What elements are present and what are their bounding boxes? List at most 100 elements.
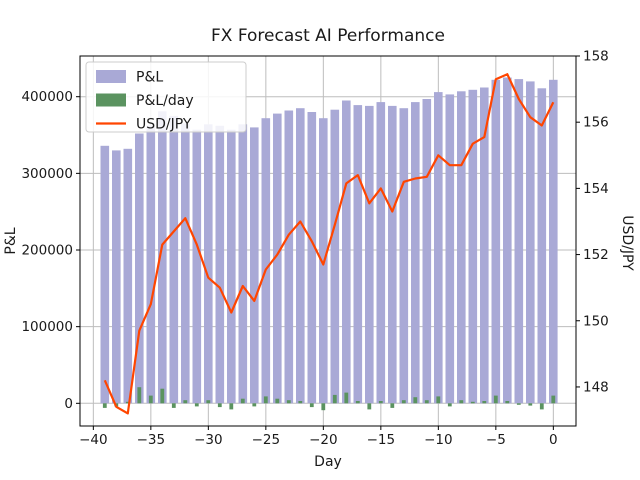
pnl-day-bar	[240, 398, 245, 404]
pnl-bar	[480, 87, 489, 404]
pnl-day-bar	[160, 388, 165, 404]
pnl-day-bar	[401, 400, 406, 404]
pnl-day-bar	[516, 403, 521, 405]
pnl-bar	[330, 109, 340, 404]
pnl-bar	[491, 79, 501, 404]
pnl-day-bar	[539, 403, 544, 410]
pnl-day-bar	[217, 403, 222, 408]
pnl-bar	[514, 79, 524, 404]
pnl-bar	[123, 148, 133, 404]
pnl-day-bar	[332, 394, 337, 404]
pnl-bar	[503, 77, 512, 404]
y-axis-label-left: P&L	[3, 227, 19, 254]
pnl-bar	[526, 81, 535, 404]
pnl-bar	[388, 105, 397, 404]
pnl-bar	[307, 112, 317, 404]
pnl-bar	[537, 88, 547, 404]
pnl-bar	[169, 115, 179, 404]
pnl-bar	[135, 133, 144, 404]
left-tick-label: 100000	[21, 319, 73, 335]
legend-label-pnl: P&L	[136, 70, 163, 86]
right-tick-label: 152	[583, 247, 609, 263]
pnl-bar	[376, 102, 386, 404]
pnl-day-bar	[482, 401, 487, 404]
x-tick-label: −35	[137, 432, 166, 448]
pnl-bar	[434, 92, 443, 404]
pnl-day-bar	[436, 396, 441, 404]
pnl-day-bar	[125, 401, 130, 404]
left-tick-label: 400000	[21, 89, 73, 105]
pnl-day-bar	[493, 395, 498, 404]
pnl-day-bar	[367, 403, 372, 410]
pnl-day-bar	[390, 403, 395, 408]
pnl-day-bar	[298, 401, 303, 404]
x-tick-label: −20	[309, 432, 338, 448]
left-tick-label: 300000	[21, 166, 73, 182]
legend: P&L P&L/day USD/JPY	[85, 61, 247, 133]
right-tick-label: 148	[583, 379, 609, 395]
pnl-day-bar	[355, 401, 360, 404]
left-tick-label: 200000	[21, 243, 73, 259]
pnl-bar	[100, 145, 110, 404]
pnl-day-bar	[171, 403, 176, 408]
pnl-bar	[457, 91, 466, 404]
pnl-bar	[181, 123, 190, 404]
x-tick-label: −30	[194, 432, 223, 448]
x-tick-label: −40	[79, 432, 108, 448]
pnl-day-bar	[505, 401, 510, 404]
right-tick-label: 158	[583, 49, 609, 65]
pnl-day-bar	[447, 403, 452, 407]
pnl-day-bar	[321, 403, 326, 411]
x-tick-label: −5	[486, 432, 506, 448]
pnl-bar	[204, 124, 213, 404]
pnl-bar	[112, 150, 121, 404]
pnl-day-bar	[263, 396, 268, 404]
pnl-day-bar	[344, 392, 349, 404]
pnl-bar	[215, 125, 225, 404]
pnl-day-bar	[424, 400, 429, 404]
pnl-day-bar	[309, 403, 314, 408]
right-tick-label: 150	[583, 313, 609, 329]
pnl-bar	[365, 105, 374, 404]
pnl-bar	[273, 113, 282, 404]
pnl-day-bar	[206, 400, 211, 404]
right-tick-label: 154	[583, 181, 609, 197]
pnl-bar	[549, 79, 558, 404]
pnl-day-bar	[286, 400, 291, 404]
pnl-day-bar	[528, 403, 533, 406]
pnl-bar	[445, 94, 455, 404]
pnl-bar	[342, 100, 351, 404]
pnl-bar	[192, 129, 202, 404]
pnl-bar	[284, 110, 294, 404]
pnl-bar	[353, 105, 363, 404]
pnl-bar	[261, 118, 271, 404]
x-tick-label: −10	[424, 432, 453, 448]
pnl-day-bar	[413, 397, 418, 404]
legend-swatch-pnl-day	[96, 93, 126, 107]
pnl-bar	[411, 102, 420, 404]
legend-label-pnl-day: P&L/day	[136, 93, 194, 109]
pnl-day-bar	[470, 401, 475, 404]
y-axis-label-right: USD/JPY	[619, 215, 635, 271]
pnl-day-bar	[183, 400, 188, 404]
pnl-day-bar	[378, 401, 383, 404]
x-tick-label: 0	[549, 432, 558, 448]
pnl-day-bar	[252, 403, 257, 407]
pnl-bar	[422, 99, 432, 404]
pnl-bar	[399, 108, 409, 404]
pnl-day-bar	[102, 403, 107, 408]
pnl-day-bar	[194, 403, 199, 407]
pnl-day-bar	[275, 398, 280, 404]
pnl-day-bar	[551, 395, 556, 404]
x-tick-label: −25	[252, 432, 281, 448]
chart-title: FX Forecast AI Performance	[211, 26, 445, 46]
pnl-day-bar	[459, 400, 464, 404]
x-axis-label: Day	[314, 454, 342, 470]
pnl-bar	[250, 127, 259, 404]
usdjpy-line	[103, 73, 555, 415]
pnl-bar	[146, 125, 156, 404]
plot-frame	[79, 55, 577, 427]
pnl-bar	[296, 108, 305, 404]
